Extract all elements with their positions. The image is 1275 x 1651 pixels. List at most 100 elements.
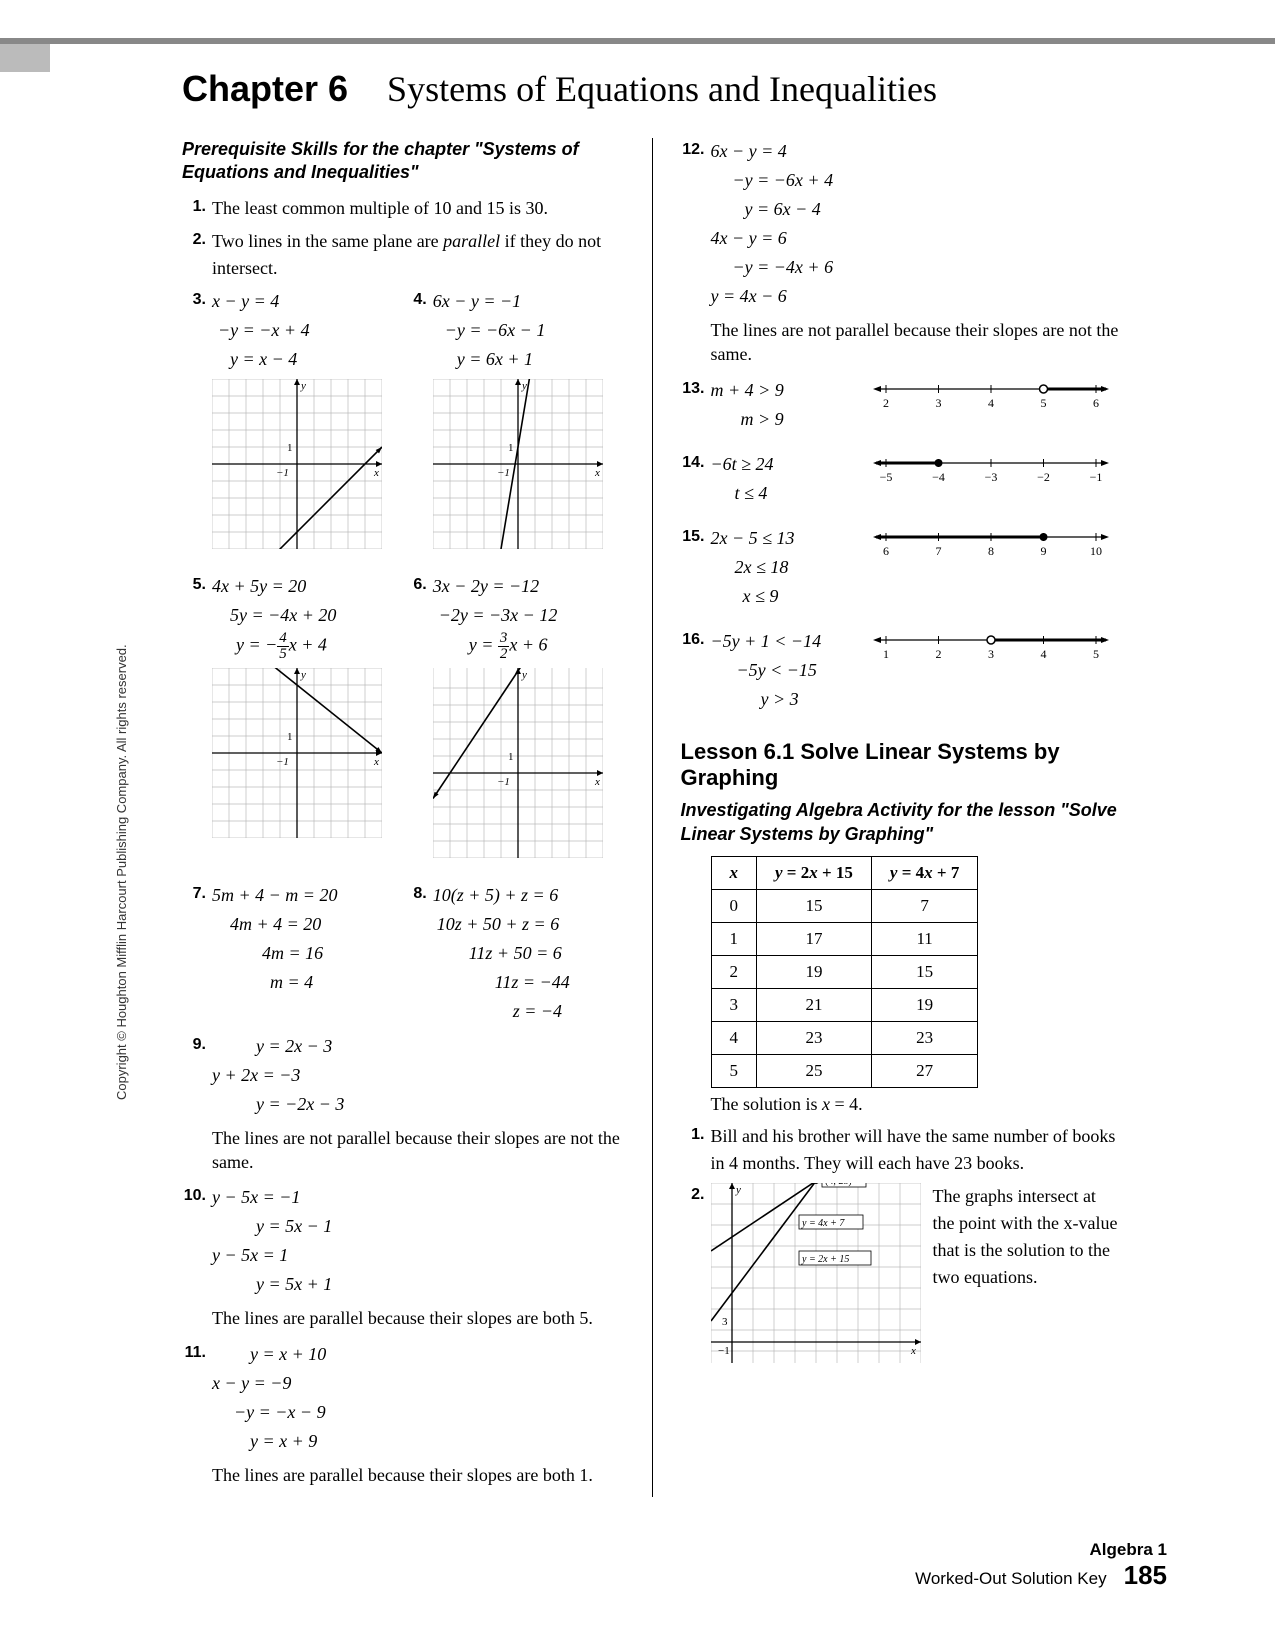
prob-num: 9. bbox=[182, 1033, 212, 1120]
eq: y + 2x = −3 bbox=[212, 1062, 624, 1089]
eq: 2x − 5 ≤ 13 bbox=[711, 525, 871, 552]
eq: 4m + 4 = 20 bbox=[212, 911, 403, 938]
svg-text:y = 2x + 15: y = 2x + 15 bbox=[801, 1254, 849, 1265]
prob-body: m + 4 > 9 m > 9 bbox=[711, 377, 871, 435]
th: y = 2x + 15 bbox=[757, 857, 872, 890]
fraction: 32 bbox=[498, 631, 510, 662]
chapter-name: Systems of Equations and Inequalities bbox=[387, 69, 937, 109]
td: 3 bbox=[711, 989, 757, 1022]
problem-16: 16. −5y + 1 < −14 −5y < −15 y > 3 12345 bbox=[681, 628, 1123, 721]
problem-2: 2. Two lines in the same plane are paral… bbox=[182, 228, 624, 282]
table-row: 0157 bbox=[711, 890, 978, 923]
eq: t ≤ 4 bbox=[711, 480, 871, 507]
page-footer: Algebra 1 Worked-Out Solution Key 185 bbox=[915, 1540, 1167, 1591]
prob-num: 16. bbox=[681, 628, 711, 715]
td: 11 bbox=[871, 923, 977, 956]
th: y = 4x + 7 bbox=[871, 857, 977, 890]
problem-8: 8. 10(z + 5) + z = 6 10z + 50 + z = 6 11… bbox=[403, 882, 624, 1027]
svg-text:y: y bbox=[300, 380, 306, 392]
svg-text:2: 2 bbox=[935, 647, 941, 661]
eq: 10(z + 5) + z = 6 bbox=[433, 882, 624, 909]
svg-text:−1: −1 bbox=[718, 1345, 730, 1357]
svg-text:6: 6 bbox=[883, 544, 889, 558]
svg-text:7: 7 bbox=[935, 544, 941, 558]
eq: 4x − y = 6 bbox=[711, 225, 1123, 252]
td: 27 bbox=[871, 1055, 977, 1088]
prob-num: 15. bbox=[681, 525, 711, 612]
numberline-13: 23456 bbox=[871, 377, 1123, 417]
td: 23 bbox=[757, 1022, 872, 1055]
t: parallel bbox=[443, 231, 500, 251]
svg-text:5: 5 bbox=[1040, 396, 1046, 410]
prob-body: 4x + 5y = 20 5y = −4x + 20 y = −45x + 4 … bbox=[212, 573, 403, 856]
svg-text:1: 1 bbox=[508, 442, 514, 454]
activity-heading: Investigating Algebra Activity for the l… bbox=[681, 799, 1123, 846]
svg-text:x: x bbox=[373, 467, 379, 479]
problem-15: 15. 2x − 5 ≤ 13 2x ≤ 18 x ≤ 9 678910 bbox=[681, 525, 1123, 618]
eq: 6x − y = −1 bbox=[433, 288, 624, 315]
svg-text:−1: −1 bbox=[1089, 470, 1102, 484]
graph-3: −11xy bbox=[212, 379, 403, 557]
page-content: Prerequisite Skills for the chapter "Sys… bbox=[182, 138, 1122, 1497]
eq: y = −2x − 3 bbox=[212, 1091, 624, 1118]
eq: x ≤ 9 bbox=[711, 583, 871, 610]
svg-text:9: 9 bbox=[1040, 544, 1046, 558]
prob-num: 1. bbox=[681, 1123, 711, 1177]
problems-3-4: 3. x − y = 4 −y = −x + 4 y = x − 4 −11xy… bbox=[182, 288, 624, 573]
prob-body: 5m + 4 − m = 20 4m + 4 = 20 4m = 16 m = … bbox=[212, 882, 403, 998]
note-9: The lines are not parallel because their… bbox=[212, 1126, 624, 1175]
svg-text:5: 5 bbox=[1093, 647, 1099, 661]
eq: −2y = −3x − 12 bbox=[433, 602, 624, 629]
problem-10: 10. y − 5x = −1 y = 5x − 1 y − 5x = 1 y … bbox=[182, 1184, 624, 1300]
eq: y = x + 9 bbox=[212, 1428, 624, 1455]
problem-12: 12. 6x − y = 4 −y = −6x + 4 y = 6x − 4 4… bbox=[681, 138, 1123, 312]
prob-num: 11. bbox=[182, 1341, 212, 1457]
prob-num: 1. bbox=[182, 195, 212, 222]
prob-body: 10(z + 5) + z = 6 10z + 50 + z = 6 11z +… bbox=[433, 882, 624, 1027]
td: 19 bbox=[871, 989, 977, 1022]
page-top-rule bbox=[0, 38, 1275, 44]
t: y = − bbox=[236, 634, 277, 654]
td: 17 bbox=[757, 923, 872, 956]
page-number: 185 bbox=[1124, 1560, 1167, 1590]
prob-text: The least common multiple of 10 and 15 i… bbox=[212, 195, 624, 222]
problems-7-8: 7. 5m + 4 − m = 20 4m + 4 = 20 4m = 16 m… bbox=[182, 882, 624, 1033]
eq: y = 6x − 4 bbox=[711, 196, 1123, 223]
prob-num: 2. bbox=[681, 1183, 711, 1363]
svg-text:y: y bbox=[521, 669, 527, 681]
svg-text:y = 4x + 7: y = 4x + 7 bbox=[801, 1218, 845, 1229]
table-row: 32119 bbox=[711, 989, 978, 1022]
note-11: The lines are parallel because their slo… bbox=[212, 1463, 624, 1487]
eq: −5y + 1 < −14 bbox=[711, 628, 871, 655]
eq: y = x + 10 bbox=[212, 1341, 624, 1368]
prob-num: 2. bbox=[182, 228, 212, 282]
svg-text:x: x bbox=[594, 467, 600, 479]
problem-3: 3. x − y = 4 −y = −x + 4 y = x − 4 −11xy bbox=[182, 288, 403, 567]
eq: 2x ≤ 18 bbox=[711, 554, 871, 581]
eq: m = 4 bbox=[212, 969, 403, 996]
column-divider bbox=[652, 138, 653, 1497]
chapter-number: Chapter 6 bbox=[182, 68, 348, 109]
eq: 4x + 5y = 20 bbox=[212, 573, 403, 600]
prob-num: 5. bbox=[182, 573, 212, 856]
eq: −6t ≥ 24 bbox=[711, 451, 871, 478]
table-row: 42323 bbox=[711, 1022, 978, 1055]
svg-text:−4: −4 bbox=[932, 470, 945, 484]
table-note: The solution is x = 4. bbox=[711, 1094, 1123, 1115]
prereq-heading: Prerequisite Skills for the chapter "Sys… bbox=[182, 138, 624, 185]
svg-text:1: 1 bbox=[287, 442, 293, 454]
eq: 6x − y = 4 bbox=[711, 138, 1123, 165]
prob-num: 10. bbox=[182, 1184, 212, 1300]
eq: z = −4 bbox=[433, 998, 624, 1025]
data-table: x y = 2x + 15 y = 4x + 7 015711711219153… bbox=[711, 856, 979, 1088]
svg-text:1: 1 bbox=[508, 751, 514, 763]
problem-1: 1. The least common multiple of 10 and 1… bbox=[182, 195, 624, 222]
graph-6: −11xy bbox=[433, 668, 624, 866]
prob-num: 6. bbox=[403, 573, 433, 876]
th: x bbox=[711, 857, 757, 890]
svg-text:−1: −1 bbox=[497, 776, 510, 788]
numberline-15: 678910 bbox=[871, 525, 1123, 565]
prob-body: y = 2x − 3 y + 2x = −3 y = −2x − 3 bbox=[212, 1033, 624, 1120]
problem-6: 6. 3x − 2y = −12 −2y = −3x − 12 y = 32x … bbox=[403, 573, 624, 876]
graph-r2: −13xy(4, 23)y = 4x + 7y = 2x + 15 bbox=[711, 1183, 921, 1363]
